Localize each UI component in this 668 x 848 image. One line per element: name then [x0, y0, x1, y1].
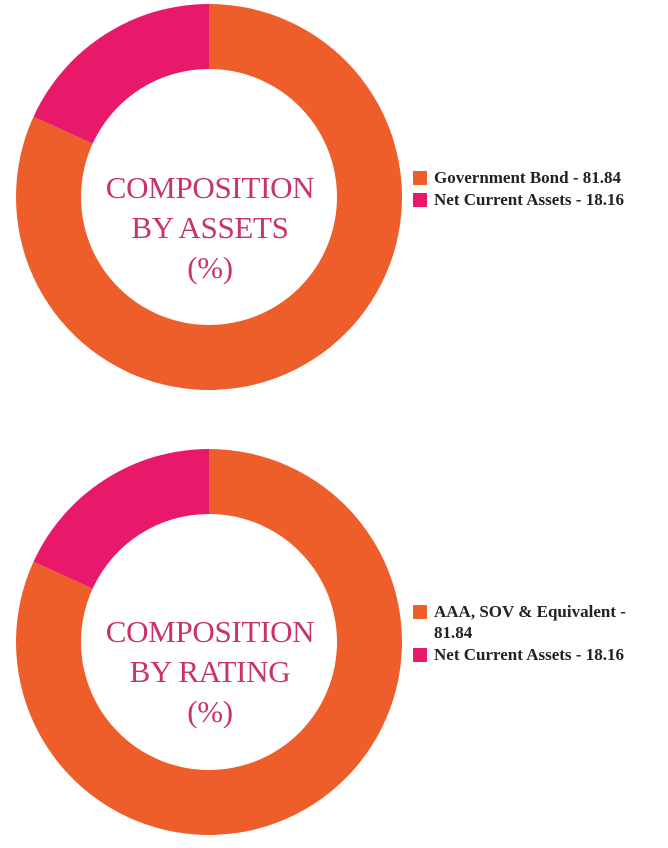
- assets-title-line-1: COMPOSITION: [105, 170, 315, 205]
- assets-donut: [15, 4, 402, 390]
- rating-title-line-3: (%): [187, 694, 233, 729]
- slice-aaa-sov-equivalent: [15, 449, 402, 835]
- assets-center-title: COMPOSITION BY ASSETS (%): [60, 168, 360, 288]
- legend-swatch-net-current-assets: [413, 193, 427, 207]
- assets-title-line-3: (%): [187, 250, 233, 285]
- legend-item-aaa-sov: AAA, SOV & Equivalent - 81.84: [413, 601, 663, 643]
- legend-swatch-government-bond: [413, 171, 427, 185]
- composition-by-rating-chart: COMPOSITION BY RATING (%) AAA, SOV & Equ…: [0, 445, 668, 845]
- composition-by-assets-chart: COMPOSITION BY ASSETS (%) Government Bon…: [0, 0, 668, 400]
- rating-donut: [15, 449, 402, 835]
- slice-net-current-assets: [33, 4, 209, 144]
- legend-label-aaa-sov: AAA, SOV & Equivalent - 81.84: [434, 602, 626, 642]
- legend-swatch-net-current-assets: [413, 648, 427, 662]
- legend-label-government-bond: Government Bond - 81.84: [434, 168, 621, 187]
- rating-center-title: COMPOSITION BY RATING (%): [60, 612, 360, 732]
- assets-legend: Government Bond - 81.84 Net Current Asse…: [413, 167, 663, 211]
- legend-swatch-aaa-sov: [413, 605, 427, 619]
- slice-net-current-assets: [33, 449, 209, 589]
- legend-item-government-bond: Government Bond - 81.84: [413, 167, 663, 188]
- rating-legend: AAA, SOV & Equivalent - 81.84 Net Curren…: [413, 601, 663, 666]
- rating-title-line-1: COMPOSITION: [105, 614, 315, 649]
- legend-label-net-current-assets: Net Current Assets - 18.16: [434, 190, 624, 209]
- slice-government-bond: [15, 4, 402, 390]
- legend-item-net-current-assets: Net Current Assets - 18.16: [413, 644, 663, 665]
- legend-label-net-current-assets: Net Current Assets - 18.16: [434, 645, 624, 664]
- rating-title-line-2: BY RATING: [129, 654, 291, 689]
- legend-item-net-current-assets: Net Current Assets - 18.16: [413, 189, 663, 210]
- assets-title-line-2: BY ASSETS: [131, 210, 289, 245]
